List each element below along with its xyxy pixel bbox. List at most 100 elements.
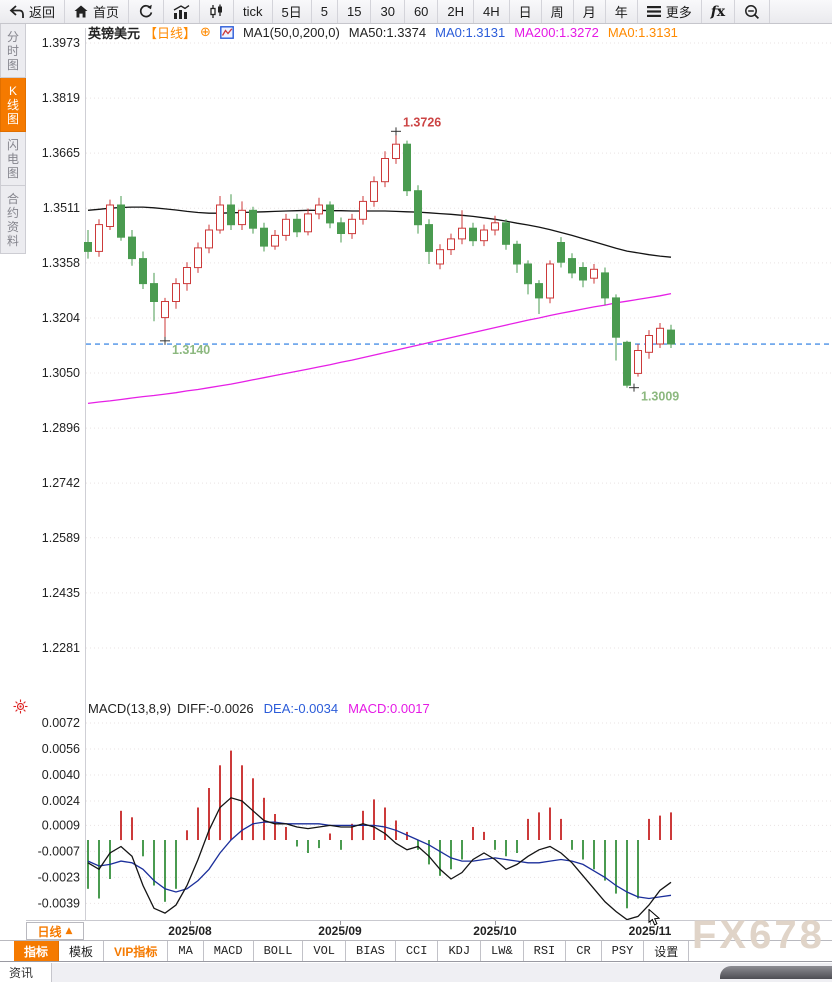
interval-5-button[interactable]: 5 — [312, 0, 338, 23]
period-label: 【日线】 — [144, 26, 197, 41]
back-button[interactable]: 返回 — [0, 0, 66, 23]
formula-button[interactable]: fx — [702, 0, 736, 23]
tab-cci[interactable]: CCI — [396, 941, 439, 961]
candle — [436, 244, 444, 270]
more-button[interactable]: 更多 — [638, 0, 702, 23]
candle — [315, 197, 323, 220]
price-axis-label: 1.2281 — [42, 641, 80, 655]
interval-15-button[interactable]: 15 — [338, 0, 372, 23]
candle — [293, 213, 301, 238]
macd-axis-label: 0.0072 — [42, 716, 80, 730]
macd-bar — [340, 840, 342, 850]
candle — [392, 131, 400, 164]
period-selector[interactable]: 日线 ▲ — [26, 922, 84, 940]
interval-5day-button[interactable]: 5日 — [273, 0, 312, 23]
candle — [535, 280, 543, 314]
tab-templates[interactable]: 模板 — [59, 941, 105, 961]
tab-kdj[interactable]: KDJ — [438, 941, 482, 961]
candle — [183, 262, 191, 291]
tab-boll[interactable]: BOLL — [254, 941, 304, 961]
price-axis-label: 1.2896 — [42, 421, 80, 435]
ma200-line — [87, 292, 672, 405]
corner-overlay — [720, 966, 832, 979]
tab-vol[interactable]: VOL — [303, 941, 347, 961]
macd-bar — [175, 840, 177, 889]
candle — [282, 213, 290, 241]
tab-cr[interactable]: CR — [566, 941, 602, 961]
interval-2h-button[interactable]: 2H — [438, 0, 475, 23]
macd-bar — [318, 840, 320, 849]
tab-macd[interactable]: MACD — [204, 941, 254, 961]
macd-axis-label: 0.0009 — [42, 818, 80, 832]
sidebar-tab-contract-info[interactable]: 合约资料 — [0, 186, 26, 254]
candle — [656, 323, 664, 348]
candle — [480, 224, 488, 247]
tab-rsi[interactable]: RSI — [524, 941, 567, 961]
tab-bias[interactable]: BIAS — [346, 941, 396, 961]
candle — [139, 251, 147, 289]
candle — [447, 233, 455, 255]
macd-pane-header: MACD(13,8,9) DIFF:-0.0026 DEA:-0.0034 MA… — [88, 701, 430, 716]
candle — [128, 230, 136, 266]
price-axis-label: 1.2435 — [42, 586, 80, 600]
interval-year-button[interactable]: 年 — [606, 0, 638, 23]
bar-chart-icon — [173, 4, 190, 19]
home-label: 首页 — [93, 5, 120, 20]
refresh-button[interactable] — [129, 0, 165, 23]
interval-4h-button[interactable]: 4H — [474, 0, 510, 23]
macd-axis-label: -0.0023 — [38, 870, 80, 884]
macd-plot[interactable] — [86, 716, 832, 918]
macd-bar — [373, 799, 375, 840]
sidebar-tab-time-chart[interactable]: 分时图 — [0, 24, 26, 78]
sidebar-tab-lightning-chart[interactable]: 闪电图 — [0, 132, 26, 186]
macd-bar — [560, 818, 562, 840]
candle — [403, 140, 411, 196]
price-axis-label: 1.3819 — [42, 91, 80, 105]
indicator-tabbar: 指标 模板 VIP指标 MA MACD BOLL VOL BIAS CCI KD… — [0, 940, 832, 962]
macd-bar — [406, 831, 408, 840]
interval-60-button[interactable]: 60 — [405, 0, 439, 23]
candle — [414, 185, 422, 234]
macd-bar — [142, 840, 144, 857]
bar-chart-button[interactable] — [164, 0, 201, 23]
interval-week-button[interactable]: 周 — [542, 0, 574, 23]
interval-30-button[interactable]: 30 — [371, 0, 405, 23]
price-axis-label: 1.2742 — [42, 476, 80, 490]
tab-indicators[interactable]: 指标 — [14, 941, 60, 961]
interval-day-button[interactable]: 日 — [510, 0, 542, 23]
home-button[interactable]: 首页 — [65, 0, 130, 23]
macd-bar — [582, 840, 584, 860]
low-annotation: 1.3009 — [629, 383, 679, 404]
macd-bar — [593, 840, 595, 870]
candlestick-button[interactable] — [200, 0, 235, 23]
macd-bar — [428, 840, 430, 865]
x-axis-strip: 日线 ▲ 2025/08 2025/09 2025/10 2025/11 — [26, 920, 832, 940]
tab-vip-indicators[interactable]: VIP指标 — [104, 941, 169, 961]
macd-bar — [197, 807, 199, 840]
tab-ma[interactable]: MA — [168, 941, 204, 961]
mini-chart-icon[interactable] — [220, 26, 234, 39]
add-indicator-icon[interactable]: ⊕ — [200, 25, 211, 40]
news-tab[interactable]: 资讯 — [0, 963, 52, 982]
tab-settings[interactable]: 设置 — [644, 941, 690, 961]
x-axis-label: 2025/09 — [318, 924, 362, 938]
candle — [645, 330, 653, 359]
indicator-settings-icon[interactable] — [13, 699, 28, 719]
tab-psy[interactable]: PSY — [602, 941, 645, 961]
macd-bar — [516, 840, 518, 853]
macd-bar — [351, 823, 353, 841]
sidebar-tab-kline-chart[interactable]: K线图 — [0, 78, 26, 132]
candle — [458, 210, 466, 245]
tab-lw[interactable]: LW& — [481, 941, 524, 961]
x-axis-label: 2025/11 — [628, 924, 672, 938]
tick-button[interactable]: tick — [234, 0, 273, 23]
price-plot[interactable] — [86, 28, 832, 688]
interval-month-button[interactable]: 月 — [574, 0, 606, 23]
macd-axis-label: 0.0056 — [42, 742, 80, 756]
candle — [326, 201, 334, 229]
zoom-out-button[interactable] — [735, 0, 771, 23]
macd-dea-value: DEA:-0.0034 — [263, 701, 339, 716]
price-annotation-label: 1.3009 — [641, 390, 679, 404]
macd-bar — [439, 840, 441, 876]
back-label: 返回 — [29, 5, 56, 20]
